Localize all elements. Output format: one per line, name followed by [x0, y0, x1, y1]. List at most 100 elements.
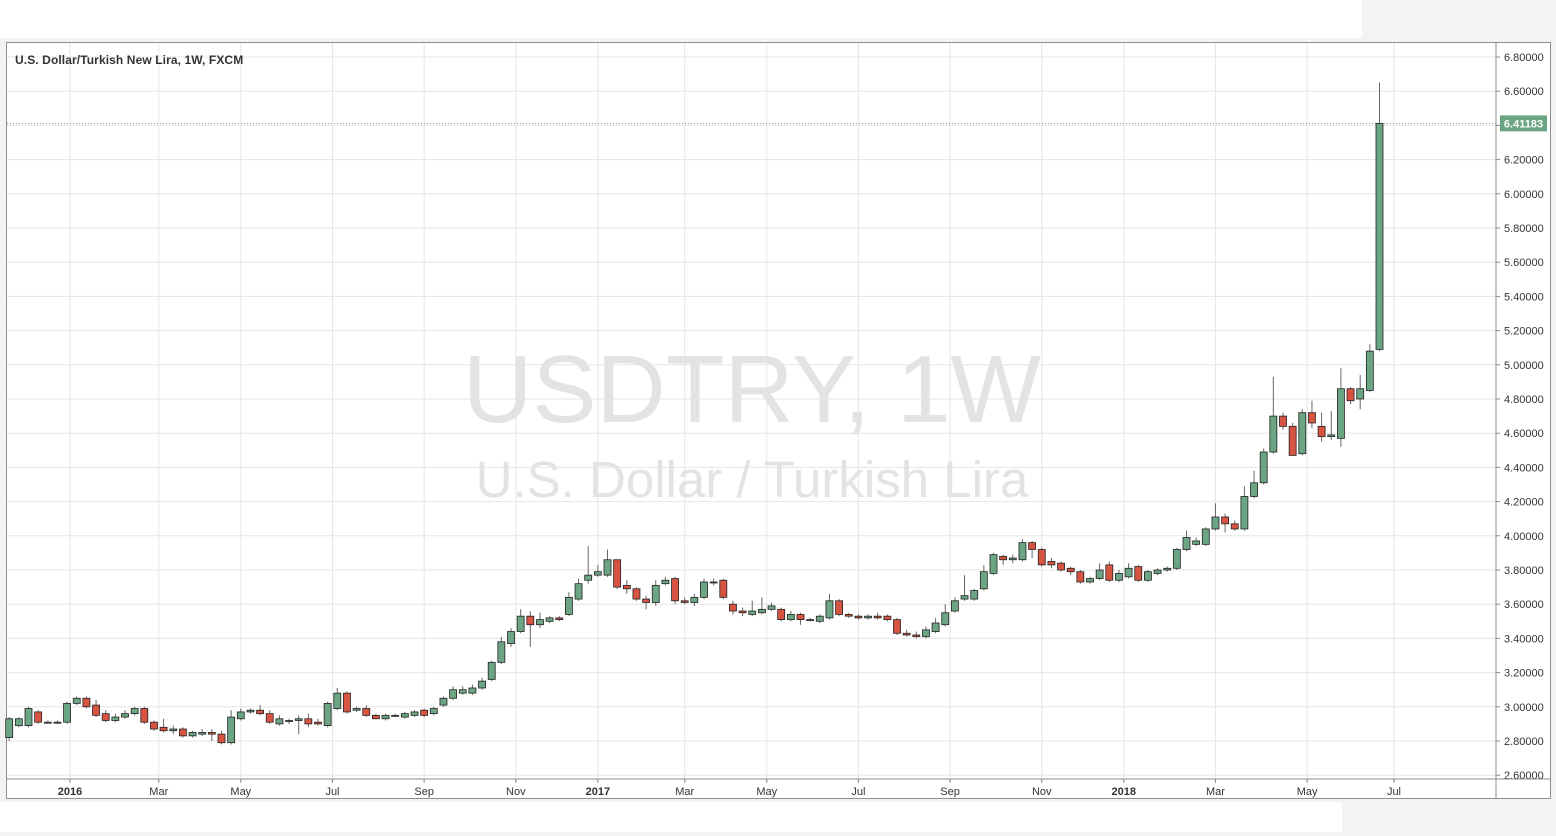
candle-body: [53, 721, 62, 724]
candle-body: [883, 615, 892, 620]
candle: [864, 614, 872, 620]
candle: [680, 597, 689, 605]
y-tick-label: 4.20000: [1504, 497, 1544, 509]
y-tick-label: 6.20000: [1504, 155, 1544, 167]
candle: [989, 552, 998, 576]
candle: [1337, 368, 1345, 447]
candle-body: [748, 610, 757, 615]
candle-body: [429, 708, 438, 715]
x-tick-label: May: [1297, 786, 1318, 798]
candle: [227, 710, 236, 745]
candle: [43, 720, 52, 724]
candle-body: [487, 661, 496, 680]
candle-body: [294, 718, 303, 721]
candle-body: [642, 598, 650, 603]
candle-body: [565, 596, 573, 615]
candle: [285, 718, 293, 724]
candle: [1066, 566, 1075, 576]
candle: [719, 578, 728, 600]
candle-body: [1047, 561, 1056, 566]
candle-body: [555, 617, 564, 620]
candle: [400, 711, 409, 719]
candle-body: [410, 711, 419, 716]
candle-body: [941, 612, 950, 626]
candle-body: [1153, 569, 1162, 574]
y-tick-label: 5.80000: [1504, 223, 1544, 235]
candle: [1288, 422, 1297, 456]
candle: [1037, 547, 1046, 567]
candle-body: [207, 732, 216, 735]
candle-body: [1346, 388, 1355, 402]
candle-body: [1172, 549, 1181, 569]
candle: [758, 597, 766, 615]
candle-body: [169, 728, 178, 732]
x-tick-label: Jul: [325, 786, 339, 798]
candle-body: [835, 600, 843, 615]
candle: [14, 717, 23, 728]
candle: [1365, 344, 1374, 393]
candle-body: [43, 721, 52, 724]
candle-body: [497, 641, 506, 663]
candle: [1221, 513, 1229, 533]
candle-body: [709, 581, 718, 584]
candle-body: [72, 697, 81, 704]
candle-body: [1337, 388, 1345, 439]
candle: [951, 597, 959, 613]
candle-body: [1134, 566, 1143, 581]
candle: [854, 614, 863, 620]
candle-body: [227, 716, 236, 744]
candle: [835, 599, 843, 617]
candles: [5, 82, 1384, 745]
candle-body: [536, 619, 544, 626]
candle: [786, 611, 795, 622]
candle-body: [246, 709, 255, 713]
y-tick-label: 3.40000: [1504, 633, 1544, 645]
candle: [902, 629, 911, 637]
candle: [671, 576, 679, 605]
candle-body: [400, 713, 409, 718]
candle: [169, 725, 178, 735]
candle-body: [526, 615, 535, 626]
candle-body: [371, 714, 380, 720]
candle: [1163, 566, 1172, 572]
candle-body: [352, 708, 361, 711]
candle: [922, 626, 930, 639]
candle-body: [690, 596, 699, 603]
candle-body: [844, 614, 853, 617]
candle-body: [14, 718, 23, 727]
candle-body: [680, 600, 689, 603]
candle-body: [970, 590, 979, 600]
chart-title: U.S. Dollar/Turkish New Lira, 1W, FXCM: [15, 53, 244, 67]
candle-body: [140, 708, 149, 723]
candle: [92, 699, 100, 718]
y-tick-label: 4.80000: [1504, 394, 1544, 406]
candle-body: [1375, 122, 1384, 350]
candle-body: [806, 619, 815, 621]
y-tick-label: 2.80000: [1504, 736, 1544, 748]
candle: [1327, 410, 1336, 441]
candle-body: [671, 578, 679, 602]
candle: [690, 593, 699, 606]
candle: [883, 614, 892, 622]
candle: [931, 617, 940, 634]
candle-body: [1182, 537, 1191, 550]
candle-body: [1259, 451, 1268, 484]
candle-body: [786, 614, 795, 620]
candle: [912, 631, 921, 639]
candle-body: [391, 714, 400, 717]
candle-body: [516, 615, 525, 632]
candle-body: [758, 608, 766, 614]
candle: [1028, 540, 1036, 559]
candle: [333, 687, 342, 711]
candle: [343, 691, 351, 714]
candle: [1105, 561, 1114, 582]
candle: [130, 706, 139, 716]
candle: [1356, 375, 1365, 410]
candle-body: [815, 615, 824, 622]
candle: [198, 729, 207, 736]
candle-body: [265, 713, 274, 723]
candle-body: [63, 702, 71, 723]
candle: [217, 730, 226, 745]
candle: [661, 576, 670, 586]
